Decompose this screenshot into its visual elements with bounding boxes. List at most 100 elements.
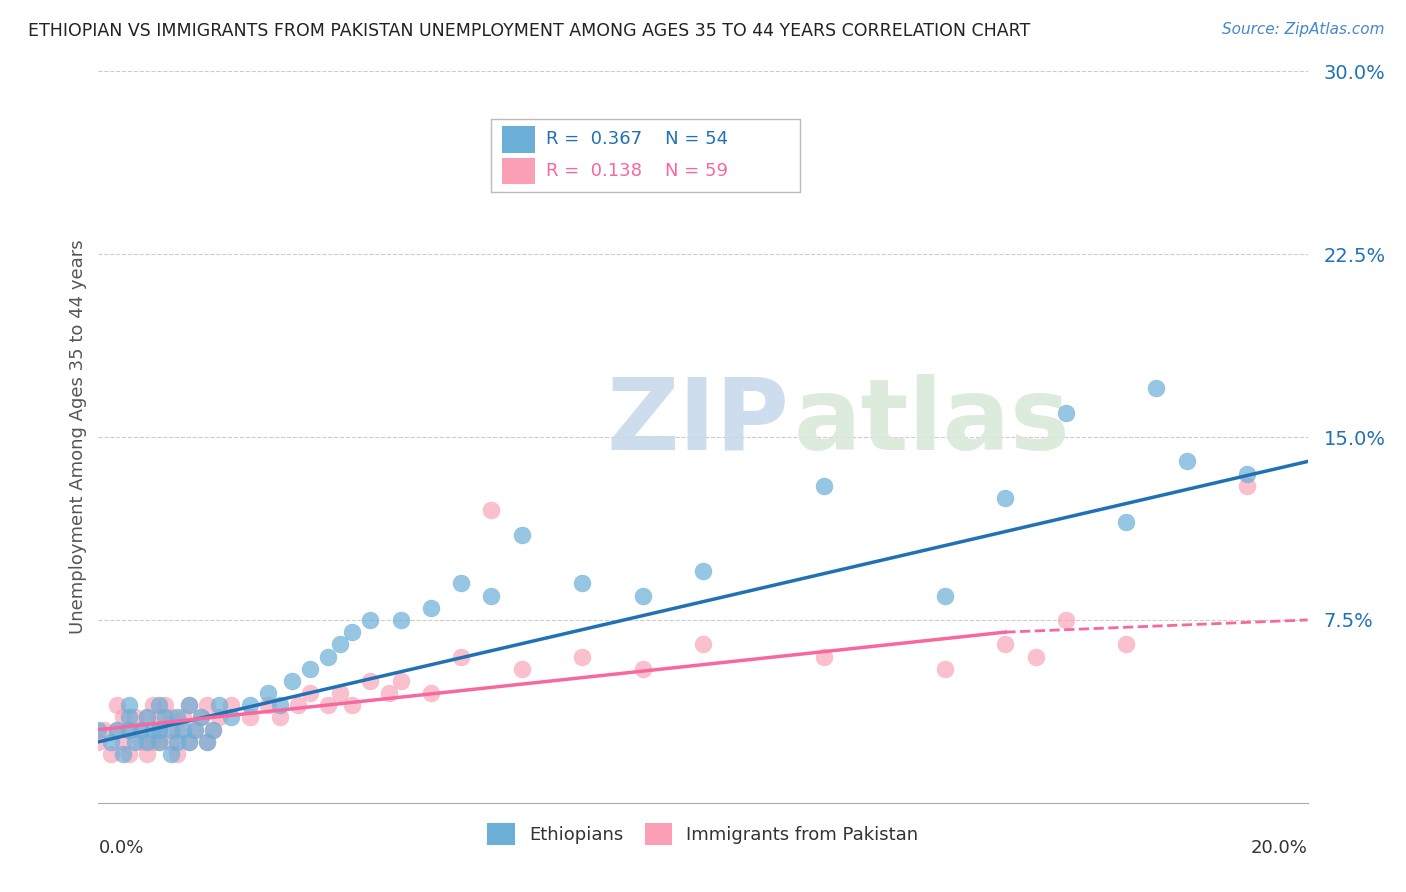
Point [142,735,165,749]
Point [1115,637,1137,651]
Point [135,710,157,724]
Text: ZIP: ZIP [606,374,789,471]
Point [153,698,176,713]
Point [510,527,533,541]
Point [239,698,262,713]
Point [160,735,183,749]
Point [1236,479,1258,493]
Point [105,698,128,713]
Point [142,723,165,737]
Point [239,710,262,724]
Point [692,564,714,578]
Point [1115,516,1137,530]
Point [329,637,352,651]
Point [166,735,188,749]
Point [160,710,183,724]
Point [172,723,194,737]
Point [631,662,654,676]
Point [360,673,382,688]
Point [105,723,128,737]
Text: atlas: atlas [793,374,1070,471]
Point [360,613,382,627]
Point [160,723,183,737]
Point [221,698,243,713]
Point [135,710,157,724]
Point [208,710,231,724]
Point [316,649,339,664]
Point [135,735,157,749]
Point [934,589,956,603]
Point [1054,613,1077,627]
Point [342,625,364,640]
Point [111,735,134,749]
Point [1054,406,1077,420]
Point [481,503,503,517]
Point [1144,381,1167,395]
Point [420,600,443,615]
Point [269,710,291,724]
Point [813,649,835,664]
Text: Source: ZipAtlas.com: Source: ZipAtlas.com [1222,22,1385,37]
Point [93,723,115,737]
Point [1024,649,1046,664]
Point [377,686,399,700]
Point [100,747,122,761]
Point [118,698,141,713]
Point [179,698,201,713]
Point [100,735,122,749]
Point [934,662,956,676]
Point [111,710,134,724]
Point [179,735,201,749]
Point [129,735,152,749]
Point [124,735,146,749]
Y-axis label: Unemployment Among Ages 35 to 44 years: Unemployment Among Ages 35 to 44 years [69,240,87,634]
Point [135,747,157,761]
Point [148,735,170,749]
Point [172,710,194,724]
Point [221,710,243,724]
Point [329,686,352,700]
FancyBboxPatch shape [502,158,534,184]
Point [692,637,714,651]
Point [571,576,593,591]
Point [148,723,170,737]
Text: 0.0%: 0.0% [98,839,143,857]
Point [179,698,201,713]
Point [481,589,503,603]
Point [190,710,212,724]
Point [118,710,141,724]
Point [166,747,188,761]
Point [160,747,183,761]
FancyBboxPatch shape [502,126,534,153]
Point [389,673,412,688]
Point [118,747,141,761]
Point [153,710,176,724]
Point [87,723,110,737]
Point [148,723,170,737]
Point [195,735,218,749]
Point [129,723,152,737]
Point [111,747,134,761]
Point [631,589,654,603]
Point [287,698,309,713]
Point [202,723,225,737]
Point [256,686,278,700]
Text: 20.0%: 20.0% [1251,839,1308,857]
Point [87,735,110,749]
Point [450,576,472,591]
Point [124,710,146,724]
Point [510,662,533,676]
Point [195,735,218,749]
Legend: Ethiopians, Immigrants from Pakistan: Ethiopians, Immigrants from Pakistan [481,816,925,852]
Point [299,686,322,700]
Point [118,723,141,737]
Point [256,698,278,713]
Text: R =  0.138    N = 59: R = 0.138 N = 59 [546,161,728,180]
Point [299,662,322,676]
Point [316,698,339,713]
Point [166,723,188,737]
Text: R =  0.367    N = 54: R = 0.367 N = 54 [546,130,728,148]
Point [148,710,170,724]
Point [420,686,443,700]
Point [994,491,1017,505]
